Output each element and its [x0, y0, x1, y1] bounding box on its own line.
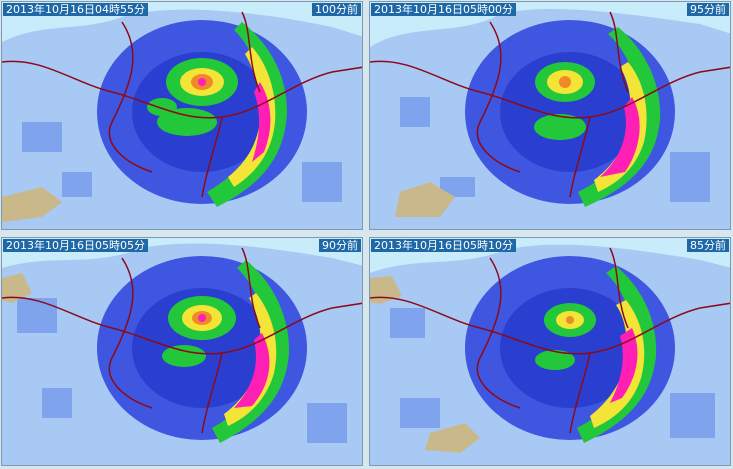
radar-map-3	[2, 238, 362, 465]
panel-3-timestamp: 2013年10月16日05時05分	[3, 239, 148, 252]
radar-panel-3: 2013年10月16日05時05分 90分前	[1, 237, 363, 466]
radar-panel-2: 2013年10月16日05時00分 95分前	[369, 1, 731, 230]
panel-3-elapsed-label: 90分前	[319, 239, 361, 252]
panel-4-timestamp: 2013年10月16日05時10分	[371, 239, 516, 252]
panel-1-timestamp: 2013年10月16日04時55分	[3, 3, 148, 16]
radar-map-2	[370, 2, 730, 229]
radar-map-1	[2, 2, 362, 229]
panel-1-elapsed-label: 100分前	[312, 3, 361, 16]
panel-2-timestamp: 2013年10月16日05時00分	[371, 3, 516, 16]
panel-2-elapsed-label: 95分前	[687, 3, 729, 16]
radar-map-4	[370, 238, 730, 465]
radar-panel-1: 2013年10月16日04時55分 100分前	[1, 1, 363, 230]
panel-4-elapsed-label: 85分前	[687, 239, 729, 252]
radar-panel-4: 2013年10月16日05時10分 85分前	[369, 237, 731, 466]
